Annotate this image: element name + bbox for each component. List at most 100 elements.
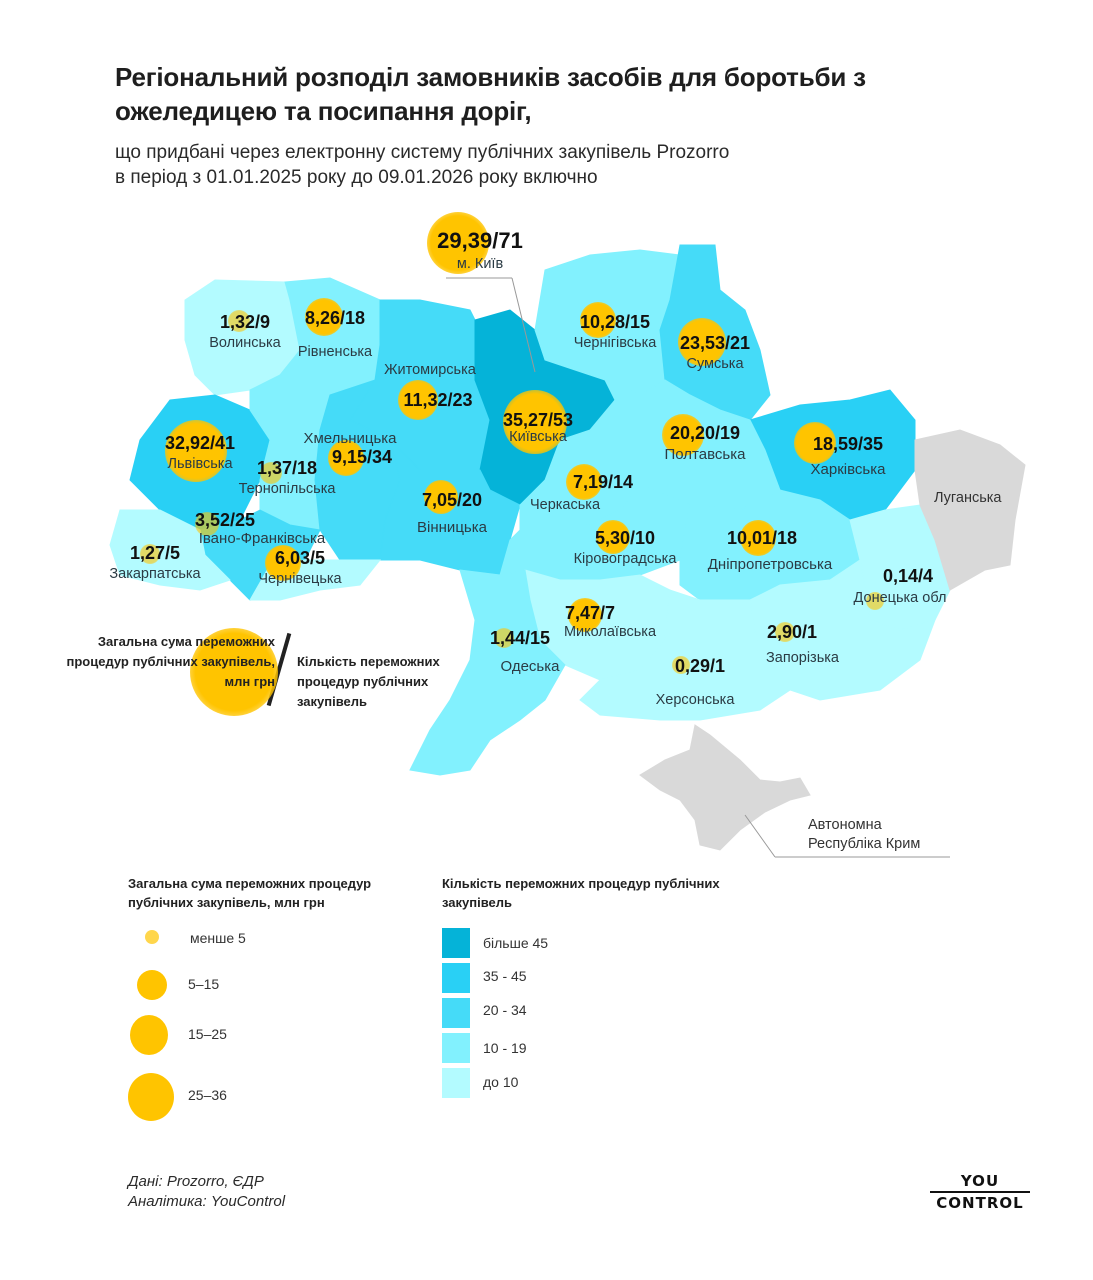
label-zhytomyr-name: Житомирська xyxy=(370,360,490,378)
name-kherson: Херсонська xyxy=(655,692,735,708)
value-cherkasy: 7,19/14 xyxy=(572,472,634,492)
label-dnipro: 10,01/18 xyxy=(712,528,812,549)
value-lviv: 32,92/41 xyxy=(164,433,236,453)
legend-bubble-medium xyxy=(137,970,167,1000)
value-zaporizhzhia: 2,90/1 xyxy=(766,622,818,642)
crimea-leader-line xyxy=(744,814,776,858)
legend-bubble-label-1: 5–15 xyxy=(188,976,220,992)
bubble-zhytomyr xyxy=(398,380,438,420)
label-vinnytsia: 7,05/20 Вінницька xyxy=(402,490,502,536)
youcontrol-logo: YOU CONTROL xyxy=(930,1172,1030,1212)
legend-swatch-4 xyxy=(442,1068,470,1098)
key-bubble xyxy=(190,628,278,716)
name-kirovohrad: Кіровоградська xyxy=(573,551,677,567)
label-cherkasy-name: Черкаська xyxy=(515,495,615,513)
name-zhytomyr: Житомирська xyxy=(384,362,476,378)
legend-fill-label-2: 20 - 34 xyxy=(483,1002,527,1018)
logo-top: YOU xyxy=(960,1172,1000,1190)
value-poltava: 20,20/19 xyxy=(669,423,741,443)
value-kharkiv: 18,59/35 xyxy=(812,434,884,454)
bubble-dnipro xyxy=(740,520,776,556)
label-lviv: 32,92/41 Львівська xyxy=(150,433,250,472)
label-zaporizhzhia-name: Запорізька xyxy=(755,648,850,666)
bubble-rivne xyxy=(305,298,343,336)
label-luhansk: Луганська xyxy=(934,490,1002,506)
label-kyiv-obl: 35,27/53 Київська xyxy=(488,410,588,445)
value-kyiv-city: 29,39/71 xyxy=(437,228,523,253)
label-odesa: 1,44/15 xyxy=(475,628,565,649)
value-kyiv-obl: 35,27/53 xyxy=(502,410,574,430)
label-rivne-name: Рівненська xyxy=(285,342,385,360)
value-volyn: 1,32/9 xyxy=(219,312,271,332)
bubble-vinnytsia xyxy=(424,480,458,514)
value-odesa: 1,44/15 xyxy=(489,628,551,648)
name-lviv: Львівська xyxy=(167,456,233,472)
label-ternopil: 1,37/18 Тернопільська xyxy=(232,458,342,497)
name-cherkasy: Черкаська xyxy=(529,497,601,513)
bubble-lviv xyxy=(165,420,227,482)
value-ivano-frankivsk: 3,52/25 xyxy=(194,510,256,530)
name-rivne: Рівненська xyxy=(297,344,373,360)
label-kirovohrad: 5,30/10 Кіровоградська xyxy=(565,528,685,567)
ukraine-map: 29,39/71 м. Київ 1,32/9 Волинська 8,26/1… xyxy=(66,212,1026,858)
page-title: Регіональний розподіл замовників засобів… xyxy=(115,62,866,126)
name-mykolaiv: Миколаївська xyxy=(563,624,657,640)
label-mykolaiv: 7,47/7 xyxy=(540,603,640,624)
label-chernihiv: 10,28/15 Чернігівська xyxy=(560,312,670,351)
legend-bubble-small xyxy=(145,930,159,944)
page-subtitle: що придбані через електронну систему пуб… xyxy=(115,140,975,190)
name-kharkiv: Харківська xyxy=(810,461,886,478)
region-luhansk xyxy=(914,429,1026,591)
value-vinnytsia: 7,05/20 xyxy=(421,490,483,510)
legend-fill-label-1: 35 - 45 xyxy=(483,968,527,984)
label-zhytomyr: 11,32/23 xyxy=(388,390,488,411)
logo-bottom: CONTROL xyxy=(936,1194,1024,1212)
footer-credits: Дані: Prozorro, ЄДР Аналітика: YouContro… xyxy=(128,1172,285,1212)
label-crimea: Автономна Республіка Крим xyxy=(808,816,920,854)
label-mykolaiv-name: Миколаївська xyxy=(550,622,670,640)
label-zaporizhzhia: 2,90/1 xyxy=(752,622,832,643)
region-crimea xyxy=(639,724,811,851)
footer-analytics: Аналітика: YouControl xyxy=(128,1193,286,1210)
bubble-chernihiv xyxy=(580,302,616,338)
subtitle-line-2: в період з 01.01.2025 року до 09.01.2026… xyxy=(115,167,598,188)
name-ivano-frankivsk: Івано-Франківська xyxy=(198,530,326,547)
bubble-volyn xyxy=(228,310,250,332)
value-chernihiv: 10,28/15 xyxy=(579,312,651,332)
name-odesa: Одеська xyxy=(500,658,560,675)
value-kirovohrad: 5,30/10 xyxy=(594,528,656,548)
legend-fill-label-3: 10 - 19 xyxy=(483,1040,527,1056)
legend-swatch-3 xyxy=(442,1033,470,1063)
name-donetsk: Донецька обл xyxy=(853,590,947,606)
bubble-donetsk xyxy=(866,592,884,610)
name-kyiv-obl: Київська xyxy=(509,429,567,445)
label-cherkasy: 7,19/14 xyxy=(553,472,653,493)
value-donetsk: 0,14/4 xyxy=(882,566,934,586)
legend-fill-label-4: до 10 xyxy=(483,1074,519,1090)
legend-bubbles-title: Загальна сума переможних процедур публіч… xyxy=(128,876,372,910)
bubble-zakarpattia xyxy=(140,544,160,564)
label-donetsk-name: Донецька обл xyxy=(840,588,960,606)
bubble-zaporizhzhia xyxy=(775,622,795,642)
label-dnipro-name: Дніпропетровська xyxy=(690,554,850,573)
label-kyiv-city: 29,39/71 м. Київ xyxy=(420,228,540,272)
logo-rule xyxy=(930,1191,1030,1193)
legend-bubble-xlarge xyxy=(128,1073,174,1121)
subtitle-line-1: що придбані через електронну систему пуб… xyxy=(115,142,730,163)
bubble-odesa xyxy=(494,628,514,648)
name-dnipro: Дніпропетровська xyxy=(707,556,833,573)
bubble-poltava xyxy=(662,414,704,456)
legend-bubble-label-2: 15–25 xyxy=(188,1026,227,1042)
bubble-kirovohrad xyxy=(596,520,630,554)
bubble-kharkiv xyxy=(794,422,836,464)
value-key-sum: Загальна сума переможних процедур публіч… xyxy=(66,634,275,689)
value-sumy: 23,53/21 xyxy=(679,333,751,353)
name-zakarpattia: Закарпатська xyxy=(109,566,201,582)
value-kherson: 0,29/1 xyxy=(674,656,726,676)
legend-fill-label-0: більше 45 xyxy=(483,935,549,951)
label-rivne: 8,26/18 xyxy=(285,308,385,329)
label-kherson: 0,29/1 xyxy=(665,656,735,677)
bubble-chernivtsi xyxy=(265,545,301,581)
label-kherson-name: Херсонська xyxy=(645,690,745,708)
footer-source: Дані: Prozorro, ЄДР xyxy=(128,1173,264,1190)
